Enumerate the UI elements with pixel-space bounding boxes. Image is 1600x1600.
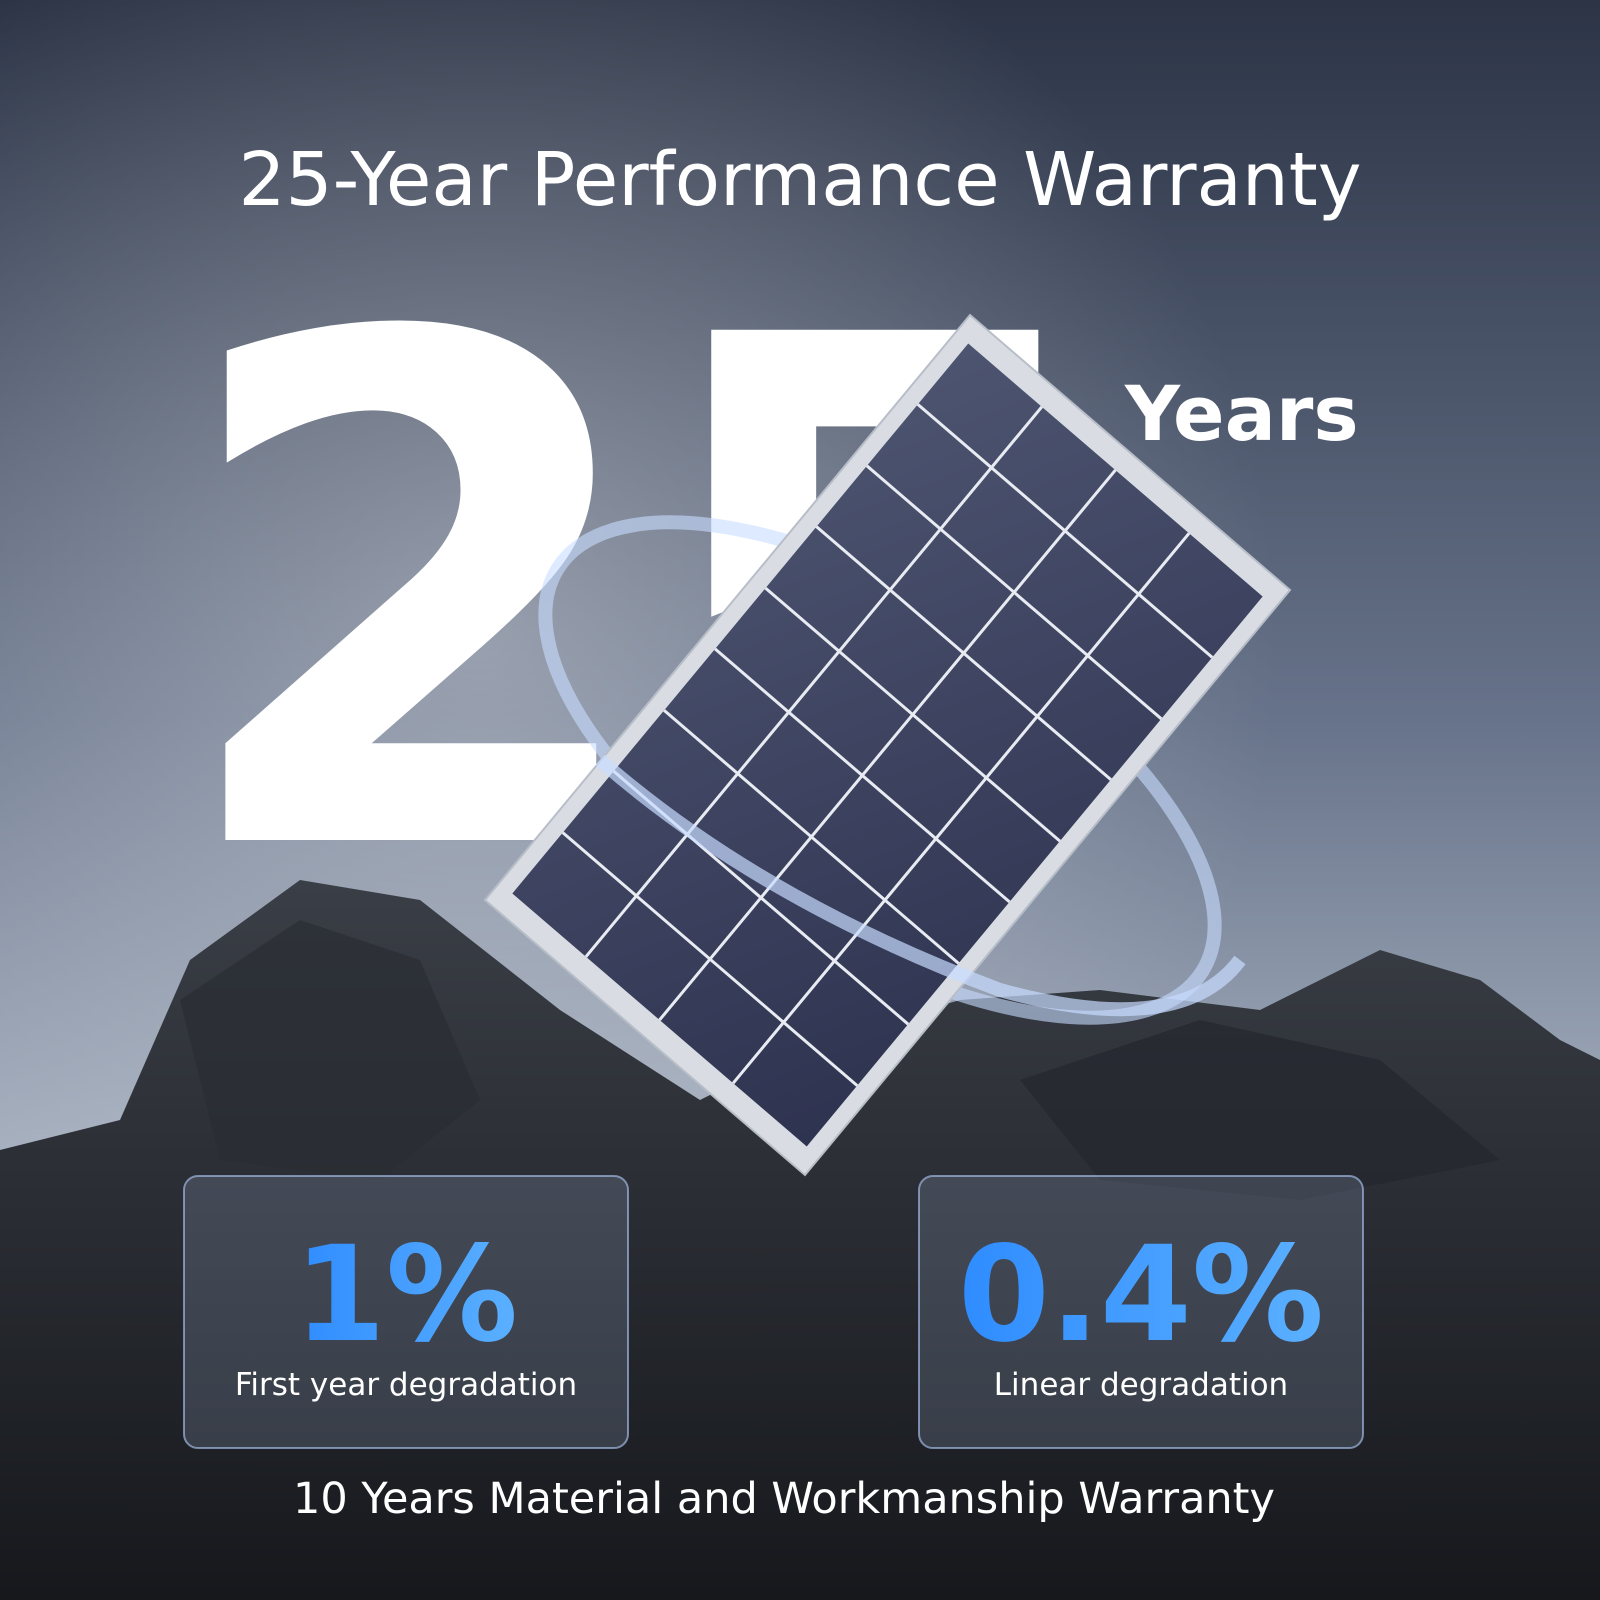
ring-front [595,754,1246,1017]
card-label: Linear degradation [994,1367,1288,1403]
card [183,1175,629,1449]
card [918,1175,1364,1449]
card-value: 1% [294,1218,518,1372]
title: 25-Year Performance Warranty [238,137,1361,223]
footer-note: 10 Years Material and Workmanship Warran… [293,1474,1275,1524]
rock-face [180,920,480,1180]
card-label: First year degradation [235,1367,577,1403]
card-value: 0.4% [958,1218,1324,1372]
hero-unit: Years [1124,369,1359,458]
rock-face [1020,1020,1500,1200]
